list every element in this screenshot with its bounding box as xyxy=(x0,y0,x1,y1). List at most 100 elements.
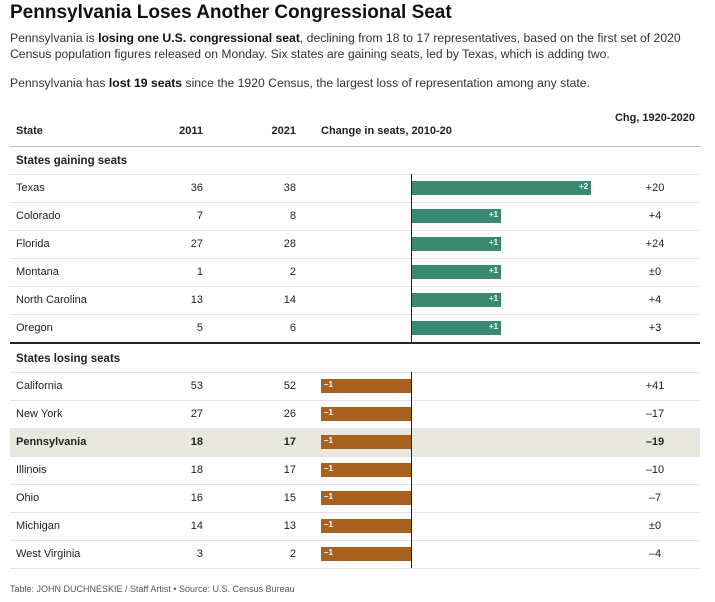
seats-2011-cell: 53 xyxy=(190,380,203,392)
seats-2021-cell: 52 xyxy=(283,380,296,392)
change-bar-label: –1 xyxy=(324,464,333,473)
header-2011: 2011 xyxy=(179,125,203,137)
seats-2011-cell: 3 xyxy=(196,548,203,560)
change-bar-label: +1 xyxy=(489,294,499,303)
seats-2021-cell: 38 xyxy=(283,182,296,194)
zero-axis-line xyxy=(411,174,412,342)
state-cell: New York xyxy=(16,408,63,420)
header-state: State xyxy=(16,125,43,137)
state-cell: Pennsylvania xyxy=(16,436,87,448)
chg-1920-2020-cell: +4 xyxy=(648,210,662,222)
seats-2011-cell: 5 xyxy=(196,322,203,334)
table-row: Pennsylvania 18 17 –19 –1 xyxy=(10,428,700,457)
seats-2021-cell: 28 xyxy=(283,238,296,250)
table-row: Michigan 14 13 ±0 –1 xyxy=(10,512,700,541)
seats-2021-cell: 17 xyxy=(283,436,296,448)
seats-2011-cell: 14 xyxy=(190,520,203,532)
zero-axis-line xyxy=(411,372,412,568)
state-cell: California xyxy=(16,380,63,392)
table-header: State 2011 2021 Change in seats, 2010-20… xyxy=(10,104,700,147)
state-cell: Oregon xyxy=(16,322,53,334)
intro-p2-a: Pennsylvania has xyxy=(10,76,109,90)
seats-2011-cell: 18 xyxy=(190,436,203,448)
state-cell: West Virginia xyxy=(16,548,81,560)
intro-p1-b: , declining from 18 to 17 representative… xyxy=(10,31,681,61)
state-cell: Michigan xyxy=(16,520,61,532)
intro-paragraph-2: Pennsylvania has lost 19 seats since the… xyxy=(10,75,700,91)
chg-1920-2020-cell: +3 xyxy=(648,322,662,334)
chg-1920-2020-cell: +20 xyxy=(645,182,665,194)
state-cell: Montana xyxy=(16,266,59,278)
change-bar-label: –1 xyxy=(324,548,333,557)
seats-2021-cell: 13 xyxy=(283,520,296,532)
chg-1920-2020-cell: +24 xyxy=(645,238,665,250)
chg-1920-2020-cell: +4 xyxy=(648,294,662,306)
table-row: Oregon 5 6 +3 +1 xyxy=(10,314,700,343)
change-bar-label: +1 xyxy=(489,210,499,219)
state-cell: North Carolina xyxy=(16,294,87,306)
table-row: Illinois 18 17 –10 –1 xyxy=(10,456,700,485)
section-losing: States losing seats xyxy=(10,342,700,373)
change-bar-label: –1 xyxy=(324,408,333,417)
chg-1920-2020-cell: –4 xyxy=(648,548,662,560)
change-bar-label: +1 xyxy=(489,266,499,275)
table-row: Colorado 7 8 +4 +1 xyxy=(10,202,700,231)
seats-2021-cell: 2 xyxy=(289,548,296,560)
section-title: States gaining seats xyxy=(16,155,128,167)
change-bar xyxy=(321,491,411,505)
change-bar-label: +1 xyxy=(489,322,499,331)
seats-2021-cell: 14 xyxy=(283,294,296,306)
header-2021: 2021 xyxy=(271,125,296,137)
seats-2021-cell: 17 xyxy=(283,464,296,476)
seats-2011-cell: 16 xyxy=(190,492,203,504)
seats-2011-cell: 13 xyxy=(190,294,203,306)
seats-2021-cell: 26 xyxy=(283,408,296,420)
seats-2011-cell: 36 xyxy=(190,182,203,194)
change-bar xyxy=(411,237,501,251)
page-title: Pennsylvania Loses Another Congressional… xyxy=(10,2,452,23)
seats-2021-cell: 2 xyxy=(289,266,296,278)
chg-1920-2020-cell: –19 xyxy=(645,436,665,448)
change-bar-label: –1 xyxy=(324,436,333,445)
table-row: New York 27 26 –17 –1 xyxy=(10,400,700,429)
section-title: States losing seats xyxy=(16,353,121,365)
state-cell: Florida xyxy=(16,238,50,250)
seats-2011-cell: 1 xyxy=(196,266,203,278)
chg-1920-2020-cell: –17 xyxy=(645,408,665,420)
table-row: Ohio 16 15 –7 –1 xyxy=(10,484,700,513)
chg-1920-2020-cell: –10 xyxy=(645,464,665,476)
chg-1920-2020-cell: +41 xyxy=(645,380,665,392)
table-row: West Virginia 3 2 –4 –1 xyxy=(10,540,700,569)
change-bar xyxy=(411,293,501,307)
section-gaining: States gaining seats xyxy=(10,146,700,175)
table-row: Montana 1 2 ±0 +1 xyxy=(10,258,700,287)
change-bar-label: +1 xyxy=(489,238,499,247)
change-bar xyxy=(321,519,411,533)
change-bar xyxy=(411,181,591,195)
table-row: Florida 27 28 +24 +1 xyxy=(10,230,700,259)
chg-1920-2020-cell: ±0 xyxy=(648,266,662,278)
chg-1920-2020-cell: ±0 xyxy=(648,520,662,532)
table-row: Texas 36 38 +20 +2 xyxy=(10,174,700,203)
source-credit: Table: JOHN DUCHNESKIE / Staff Artist • … xyxy=(10,584,295,594)
change-bar xyxy=(321,407,411,421)
state-cell: Colorado xyxy=(16,210,61,222)
seats-2011-cell: 7 xyxy=(196,210,203,222)
seats-2011-cell: 27 xyxy=(190,238,203,250)
change-bar xyxy=(411,321,501,335)
change-bar xyxy=(321,463,411,477)
seats-2021-cell: 15 xyxy=(283,492,296,504)
seats-2011-cell: 18 xyxy=(190,464,203,476)
change-bar xyxy=(411,209,501,223)
intro-p1-bold: losing one U.S. congressional seat xyxy=(98,31,300,45)
change-bar xyxy=(321,379,411,393)
state-cell: Texas xyxy=(16,182,45,194)
intro-paragraph-1: Pennsylvania is losing one U.S. congress… xyxy=(10,30,700,62)
table-row: California 53 52 +41 –1 xyxy=(10,372,700,401)
intro-p1-a: Pennsylvania is xyxy=(10,31,99,45)
change-bar-label: –1 xyxy=(324,492,333,501)
state-cell: Illinois xyxy=(16,464,47,476)
change-bar xyxy=(321,435,411,449)
seats-2021-cell: 8 xyxy=(289,210,296,222)
intro-p2-bold: lost 19 seats xyxy=(108,76,183,90)
